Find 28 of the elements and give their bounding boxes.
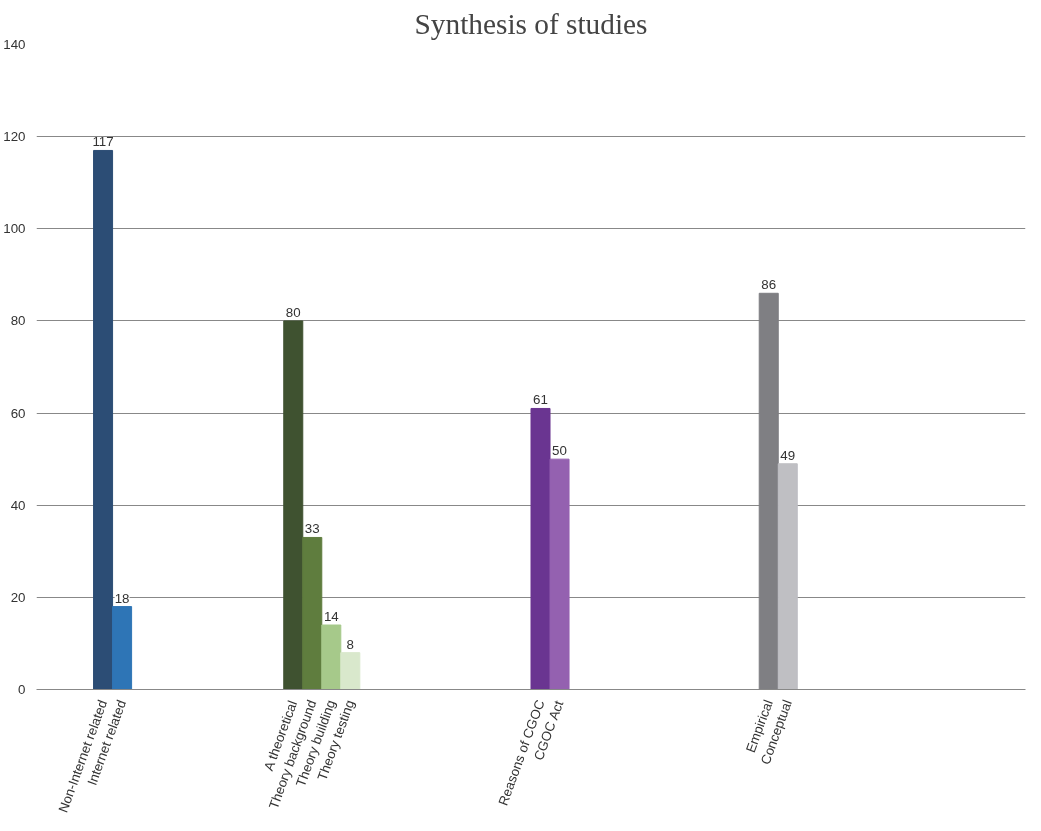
data-label: 61 (533, 392, 548, 408)
y-tick-label: 60 (10, 405, 26, 421)
data-label: 14 (323, 609, 340, 624)
bar (777, 463, 798, 690)
y-tick-label: 140 (3, 37, 26, 52)
bar (283, 320, 304, 690)
data-label: 49 (780, 447, 796, 463)
y-tick-label: 40 (10, 497, 26, 513)
y-tick-label: 0 (18, 682, 26, 697)
bar (530, 407, 551, 690)
bar (112, 606, 133, 690)
y-tick-label: 100 (3, 221, 26, 237)
bar (321, 624, 342, 690)
bar (93, 149, 114, 690)
data-label: 18 (114, 590, 130, 606)
data-label: 33 (304, 521, 320, 537)
data-label: 117 (92, 134, 114, 150)
y-tick-label: 20 (10, 589, 26, 605)
y-tick-label: 120 (3, 129, 26, 145)
data-label: 80 (285, 304, 301, 320)
bar (549, 458, 570, 690)
y-tick-label: 80 (10, 313, 26, 329)
bar (302, 536, 323, 690)
bar (340, 652, 361, 690)
data-label: 8 (346, 636, 355, 652)
data-label: 50 (552, 443, 567, 459)
data-label: 86 (761, 277, 777, 293)
chart-title: Synthesis of studies (414, 7, 648, 40)
